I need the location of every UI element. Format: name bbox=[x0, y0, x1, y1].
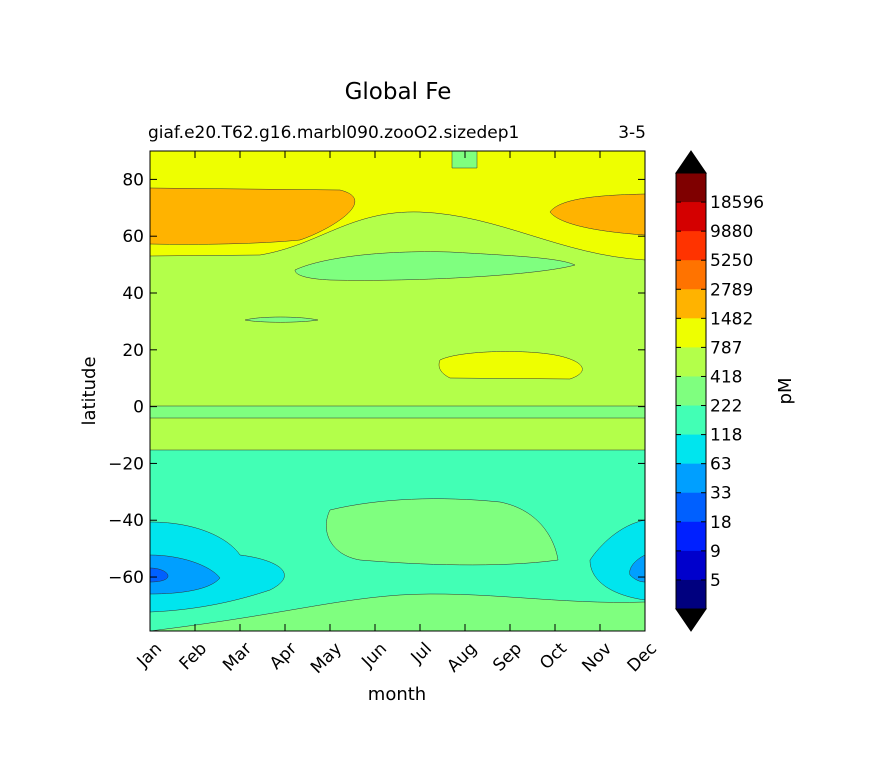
colorbar-label: pM bbox=[775, 378, 796, 405]
chart-title: Global Fe bbox=[345, 79, 452, 105]
y-tick-label: 0 bbox=[133, 398, 144, 418]
x-tick-label: Jul bbox=[407, 639, 436, 668]
colorbar: 18596 9880 5250 2789 1482 787 418 222 118 63 33 18 9… bbox=[675, 150, 764, 632]
y-tick-label: 60 bbox=[122, 227, 144, 247]
colorbar-segment bbox=[676, 405, 706, 436]
x-tick-label: Mar bbox=[219, 639, 256, 676]
colorbar-segment bbox=[676, 289, 706, 319]
band-south-teal-lower bbox=[150, 593, 645, 631]
band-south-teal-patch bbox=[326, 498, 559, 566]
colorbar-segment bbox=[676, 463, 706, 494]
band-mid-teal bbox=[294, 251, 576, 281]
colorbar-segment bbox=[676, 434, 706, 465]
colorbar-frame bbox=[675, 172, 707, 610]
colorbar-segment bbox=[676, 347, 706, 377]
band-south-blue-left bbox=[150, 554, 221, 595]
x-tick-label: Apr bbox=[266, 639, 301, 674]
chart-subtitle-right: 3-5 bbox=[618, 123, 646, 143]
colorbar-level-label: 63 bbox=[710, 455, 732, 475]
band-north-orange-left bbox=[150, 187, 356, 245]
x-tick-label: Oct bbox=[536, 639, 571, 674]
y-tick-label: 80 bbox=[122, 170, 144, 190]
colorbar-level-label: 418 bbox=[710, 367, 742, 387]
plot-frame bbox=[149, 150, 646, 632]
colorbar-extend-bottom bbox=[675, 608, 707, 632]
chart-subtitle-left: giaf.e20.T62.g16.marbl090.zooO2.sizedep1 bbox=[148, 123, 519, 143]
x-axis-label: month bbox=[368, 684, 426, 705]
band-south-darkblue-left bbox=[150, 567, 169, 583]
colorbar-segment bbox=[676, 492, 706, 523]
y-axis-label: latitude bbox=[79, 356, 100, 425]
band-equator-teal bbox=[150, 405, 645, 419]
colorbar-segment bbox=[676, 260, 706, 290]
colorbar-segment bbox=[676, 376, 706, 407]
band-south-blue-right bbox=[629, 554, 645, 583]
band-north-orange-right bbox=[549, 193, 645, 236]
colorbar-level-label: 18596 bbox=[710, 193, 764, 213]
band-south-aqua-right bbox=[589, 519, 645, 601]
colorbar-segment bbox=[676, 318, 706, 348]
y-tick-label: −60 bbox=[108, 568, 144, 588]
x-tick-label: Nov bbox=[578, 639, 616, 677]
x-tick-label: May bbox=[307, 639, 346, 678]
x-tick-label: Aug bbox=[443, 639, 481, 677]
x-tick-label: Jan bbox=[133, 639, 166, 672]
y-tick-label: 40 bbox=[122, 284, 144, 304]
y-tick-label: 20 bbox=[122, 341, 144, 361]
y-tick-label: −40 bbox=[108, 511, 144, 531]
colorbar-segment bbox=[676, 521, 706, 552]
colorbar-level-label: 33 bbox=[710, 484, 732, 504]
y-tick-label: −20 bbox=[108, 454, 144, 474]
colorbar-segment bbox=[676, 202, 706, 232]
colorbar-segment bbox=[676, 173, 706, 203]
x-tick-label: Sep bbox=[489, 639, 526, 676]
x-tick-label: Jun bbox=[357, 639, 391, 673]
colorbar-level-label: 9880 bbox=[710, 222, 753, 242]
colorbar-level-label: 787 bbox=[710, 338, 742, 358]
colorbar-level-label: 5 bbox=[710, 571, 721, 591]
colorbar-level-label: 222 bbox=[710, 397, 742, 417]
colorbar-level-label: 1482 bbox=[710, 309, 753, 329]
x-tick-label: Feb bbox=[176, 639, 211, 674]
colorbar-segment bbox=[676, 550, 706, 581]
x-tick-label: Dec bbox=[624, 639, 661, 676]
band-north-teal-patch bbox=[451, 151, 478, 169]
colorbar-level-label: 2789 bbox=[710, 280, 753, 300]
colorbar-segment bbox=[676, 231, 706, 261]
band-mid-teal-small bbox=[244, 316, 319, 323]
colorbar-segment bbox=[676, 579, 706, 610]
colorbar-level-label: 5250 bbox=[710, 251, 753, 271]
colorbar-level-label: 18 bbox=[710, 513, 732, 533]
colorbar-level-label: 118 bbox=[710, 426, 742, 446]
colorbar-level-label: 9 bbox=[710, 542, 721, 562]
colorbar-extend-top bbox=[675, 150, 707, 174]
y-axis: 80 60 40 20 0 −20 −40 −60 bbox=[108, 170, 645, 588]
band-tropic-yellow bbox=[438, 351, 583, 380]
plot-area bbox=[150, 151, 645, 631]
